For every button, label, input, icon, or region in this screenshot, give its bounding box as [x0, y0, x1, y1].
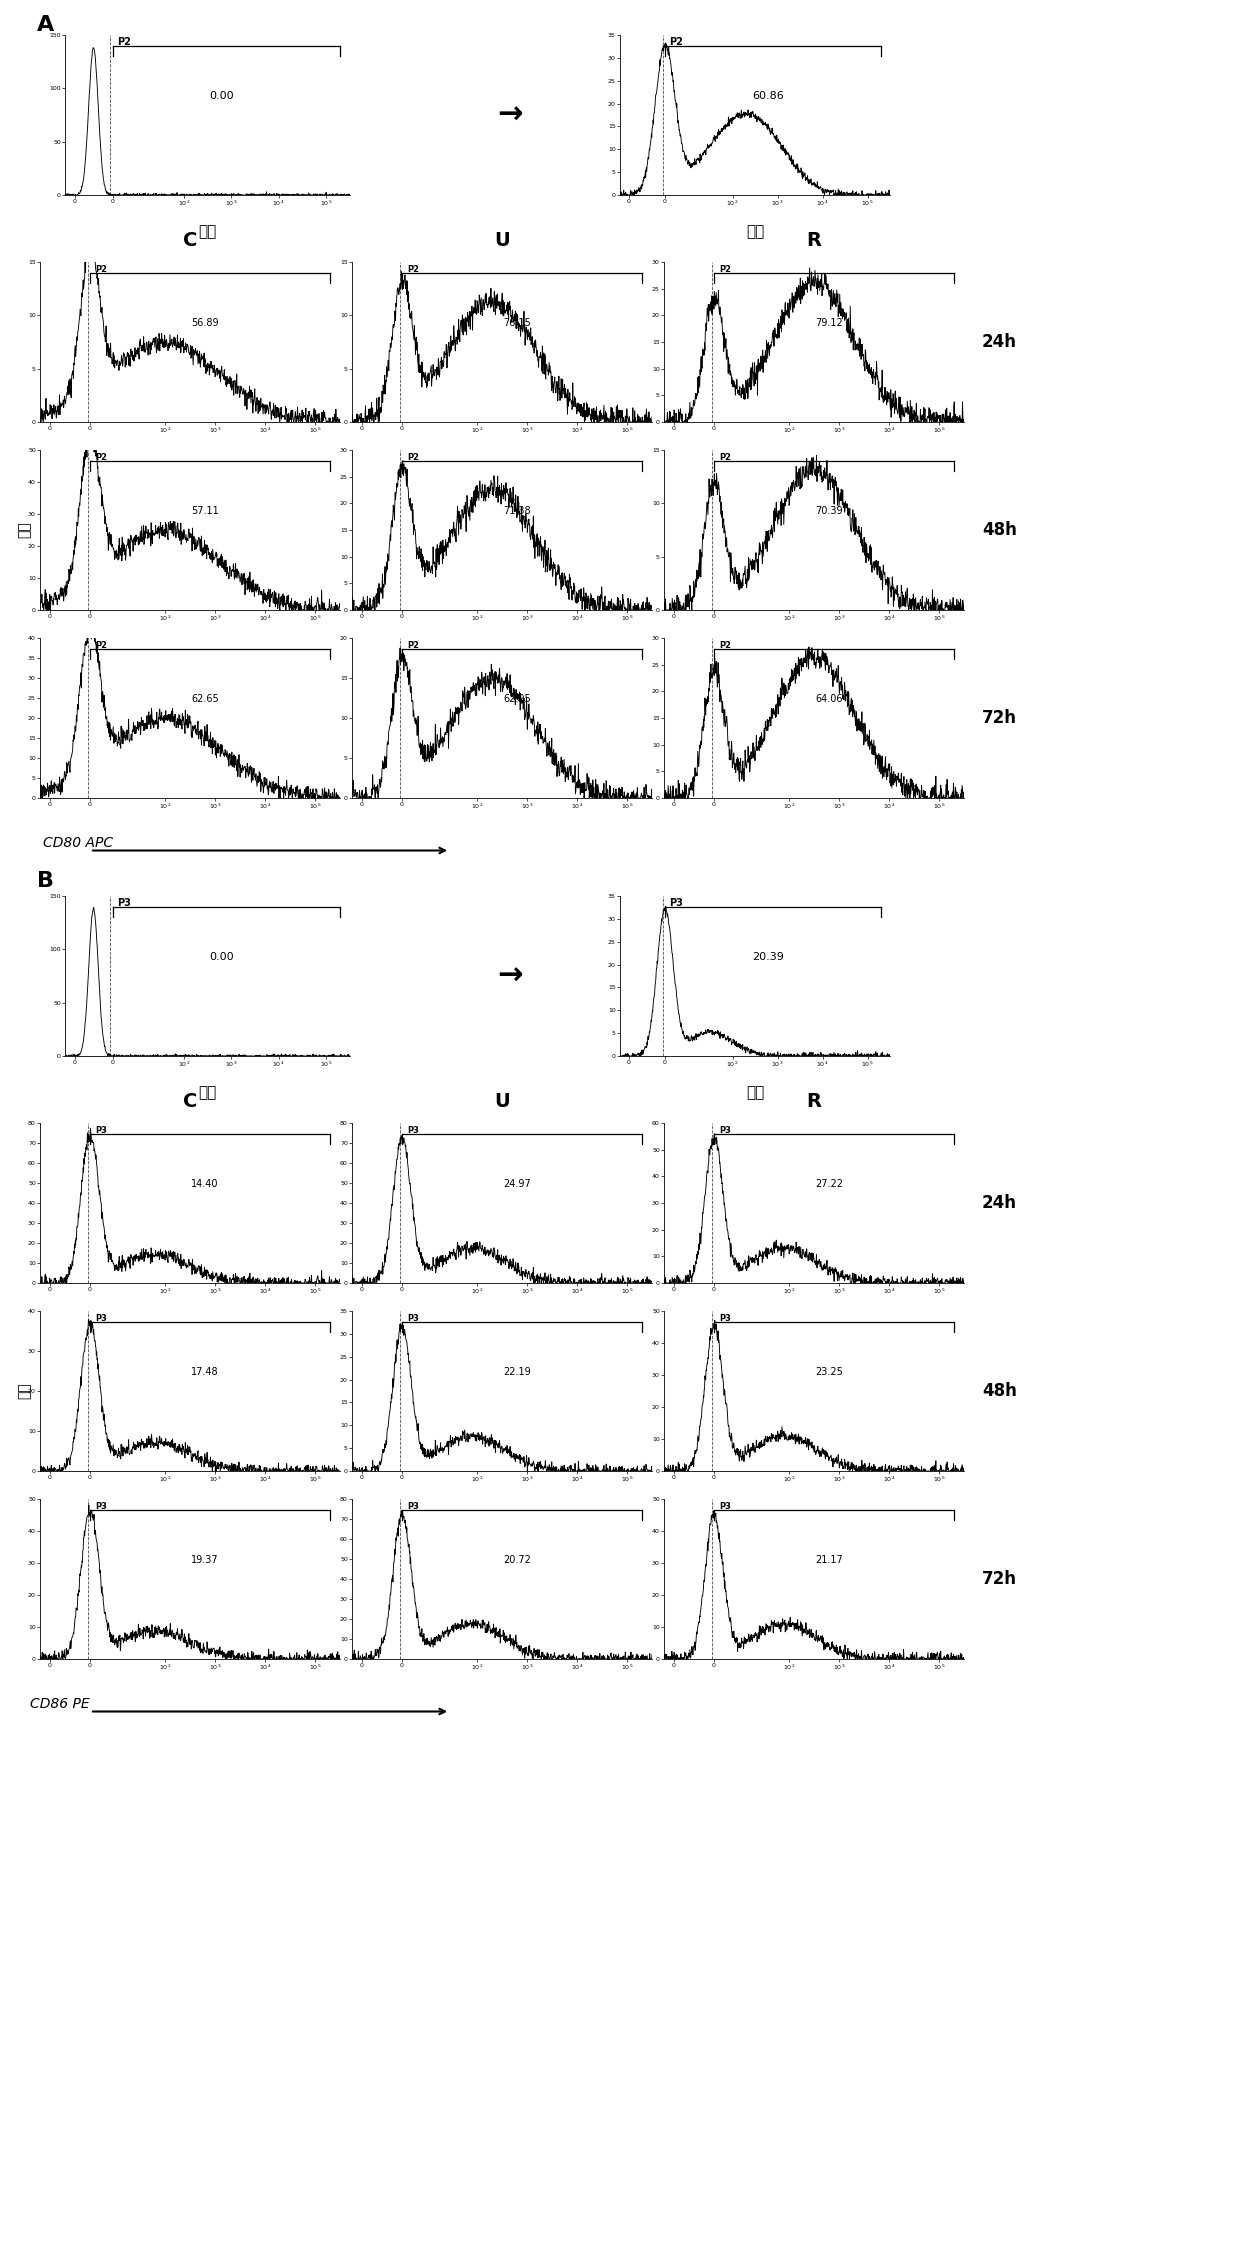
Text: P2: P2	[95, 267, 107, 273]
Text: P2: P2	[719, 454, 732, 463]
Text: 23.25: 23.25	[815, 1367, 843, 1378]
Text: 24.97: 24.97	[503, 1179, 531, 1188]
Text: 79.12: 79.12	[815, 319, 843, 328]
Text: P3: P3	[719, 1127, 730, 1136]
Text: A: A	[37, 16, 55, 34]
Text: 72h: 72h	[982, 709, 1017, 727]
Text: 计数: 计数	[17, 1383, 32, 1398]
Text: 0.00: 0.00	[210, 90, 234, 102]
Text: 57.11: 57.11	[191, 506, 219, 515]
Text: 48h: 48h	[982, 1383, 1017, 1401]
Text: 62.65: 62.65	[191, 694, 219, 705]
Text: C: C	[182, 1091, 197, 1111]
Text: 0.00: 0.00	[210, 951, 234, 962]
Text: →: →	[497, 99, 523, 129]
Text: 64.06: 64.06	[815, 694, 843, 705]
Text: P2: P2	[118, 38, 131, 47]
Text: 14.40: 14.40	[191, 1179, 218, 1188]
Text: P3: P3	[95, 1127, 107, 1136]
Text: 70.39: 70.39	[815, 506, 843, 515]
Text: →: →	[497, 962, 523, 989]
Text: P2: P2	[719, 642, 732, 651]
Text: 21.17: 21.17	[815, 1554, 843, 1565]
Text: U: U	[494, 1091, 510, 1111]
Text: 计数: 计数	[17, 522, 32, 538]
Text: P3: P3	[407, 1127, 419, 1136]
Text: 27.22: 27.22	[815, 1179, 843, 1188]
Text: 正常: 正常	[746, 224, 764, 239]
Text: P3: P3	[118, 899, 131, 908]
Text: P2: P2	[407, 454, 419, 463]
Text: 24h: 24h	[982, 332, 1017, 350]
Text: P2: P2	[95, 642, 107, 651]
Text: 17.48: 17.48	[191, 1367, 218, 1378]
Text: 48h: 48h	[982, 522, 1017, 540]
Text: 阴性: 阴性	[198, 1084, 217, 1100]
Text: P3: P3	[95, 1502, 107, 1511]
Text: B: B	[37, 872, 55, 890]
Text: 20.39: 20.39	[753, 951, 785, 962]
Text: U: U	[494, 230, 510, 251]
Text: P2: P2	[407, 642, 419, 651]
Text: R: R	[806, 1091, 821, 1111]
Text: P3: P3	[407, 1502, 419, 1511]
Text: 22.19: 22.19	[503, 1367, 531, 1378]
Text: 正常: 正常	[746, 1084, 764, 1100]
Text: 71.38: 71.38	[503, 506, 531, 515]
Text: 阴性: 阴性	[198, 224, 217, 239]
Text: 20.72: 20.72	[503, 1554, 531, 1565]
Text: P2: P2	[719, 267, 732, 273]
Text: P3: P3	[95, 1315, 107, 1324]
Text: P3: P3	[670, 899, 683, 908]
Text: 62.95: 62.95	[503, 694, 531, 705]
Text: 72h: 72h	[982, 1570, 1017, 1588]
Text: CD80 APC: CD80 APC	[43, 836, 113, 849]
Text: 60.86: 60.86	[753, 90, 785, 102]
Text: 24h: 24h	[982, 1195, 1017, 1213]
Text: 76.15: 76.15	[503, 319, 531, 328]
Text: P3: P3	[719, 1502, 730, 1511]
Text: P2: P2	[95, 454, 107, 463]
Text: P3: P3	[407, 1315, 419, 1324]
Text: P2: P2	[670, 38, 683, 47]
Text: CD86 PE: CD86 PE	[31, 1697, 91, 1710]
Text: P2: P2	[407, 267, 419, 273]
Text: 56.89: 56.89	[191, 319, 218, 328]
Text: 19.37: 19.37	[191, 1554, 218, 1565]
Text: R: R	[806, 230, 821, 251]
Text: P3: P3	[719, 1315, 730, 1324]
Text: C: C	[182, 230, 197, 251]
